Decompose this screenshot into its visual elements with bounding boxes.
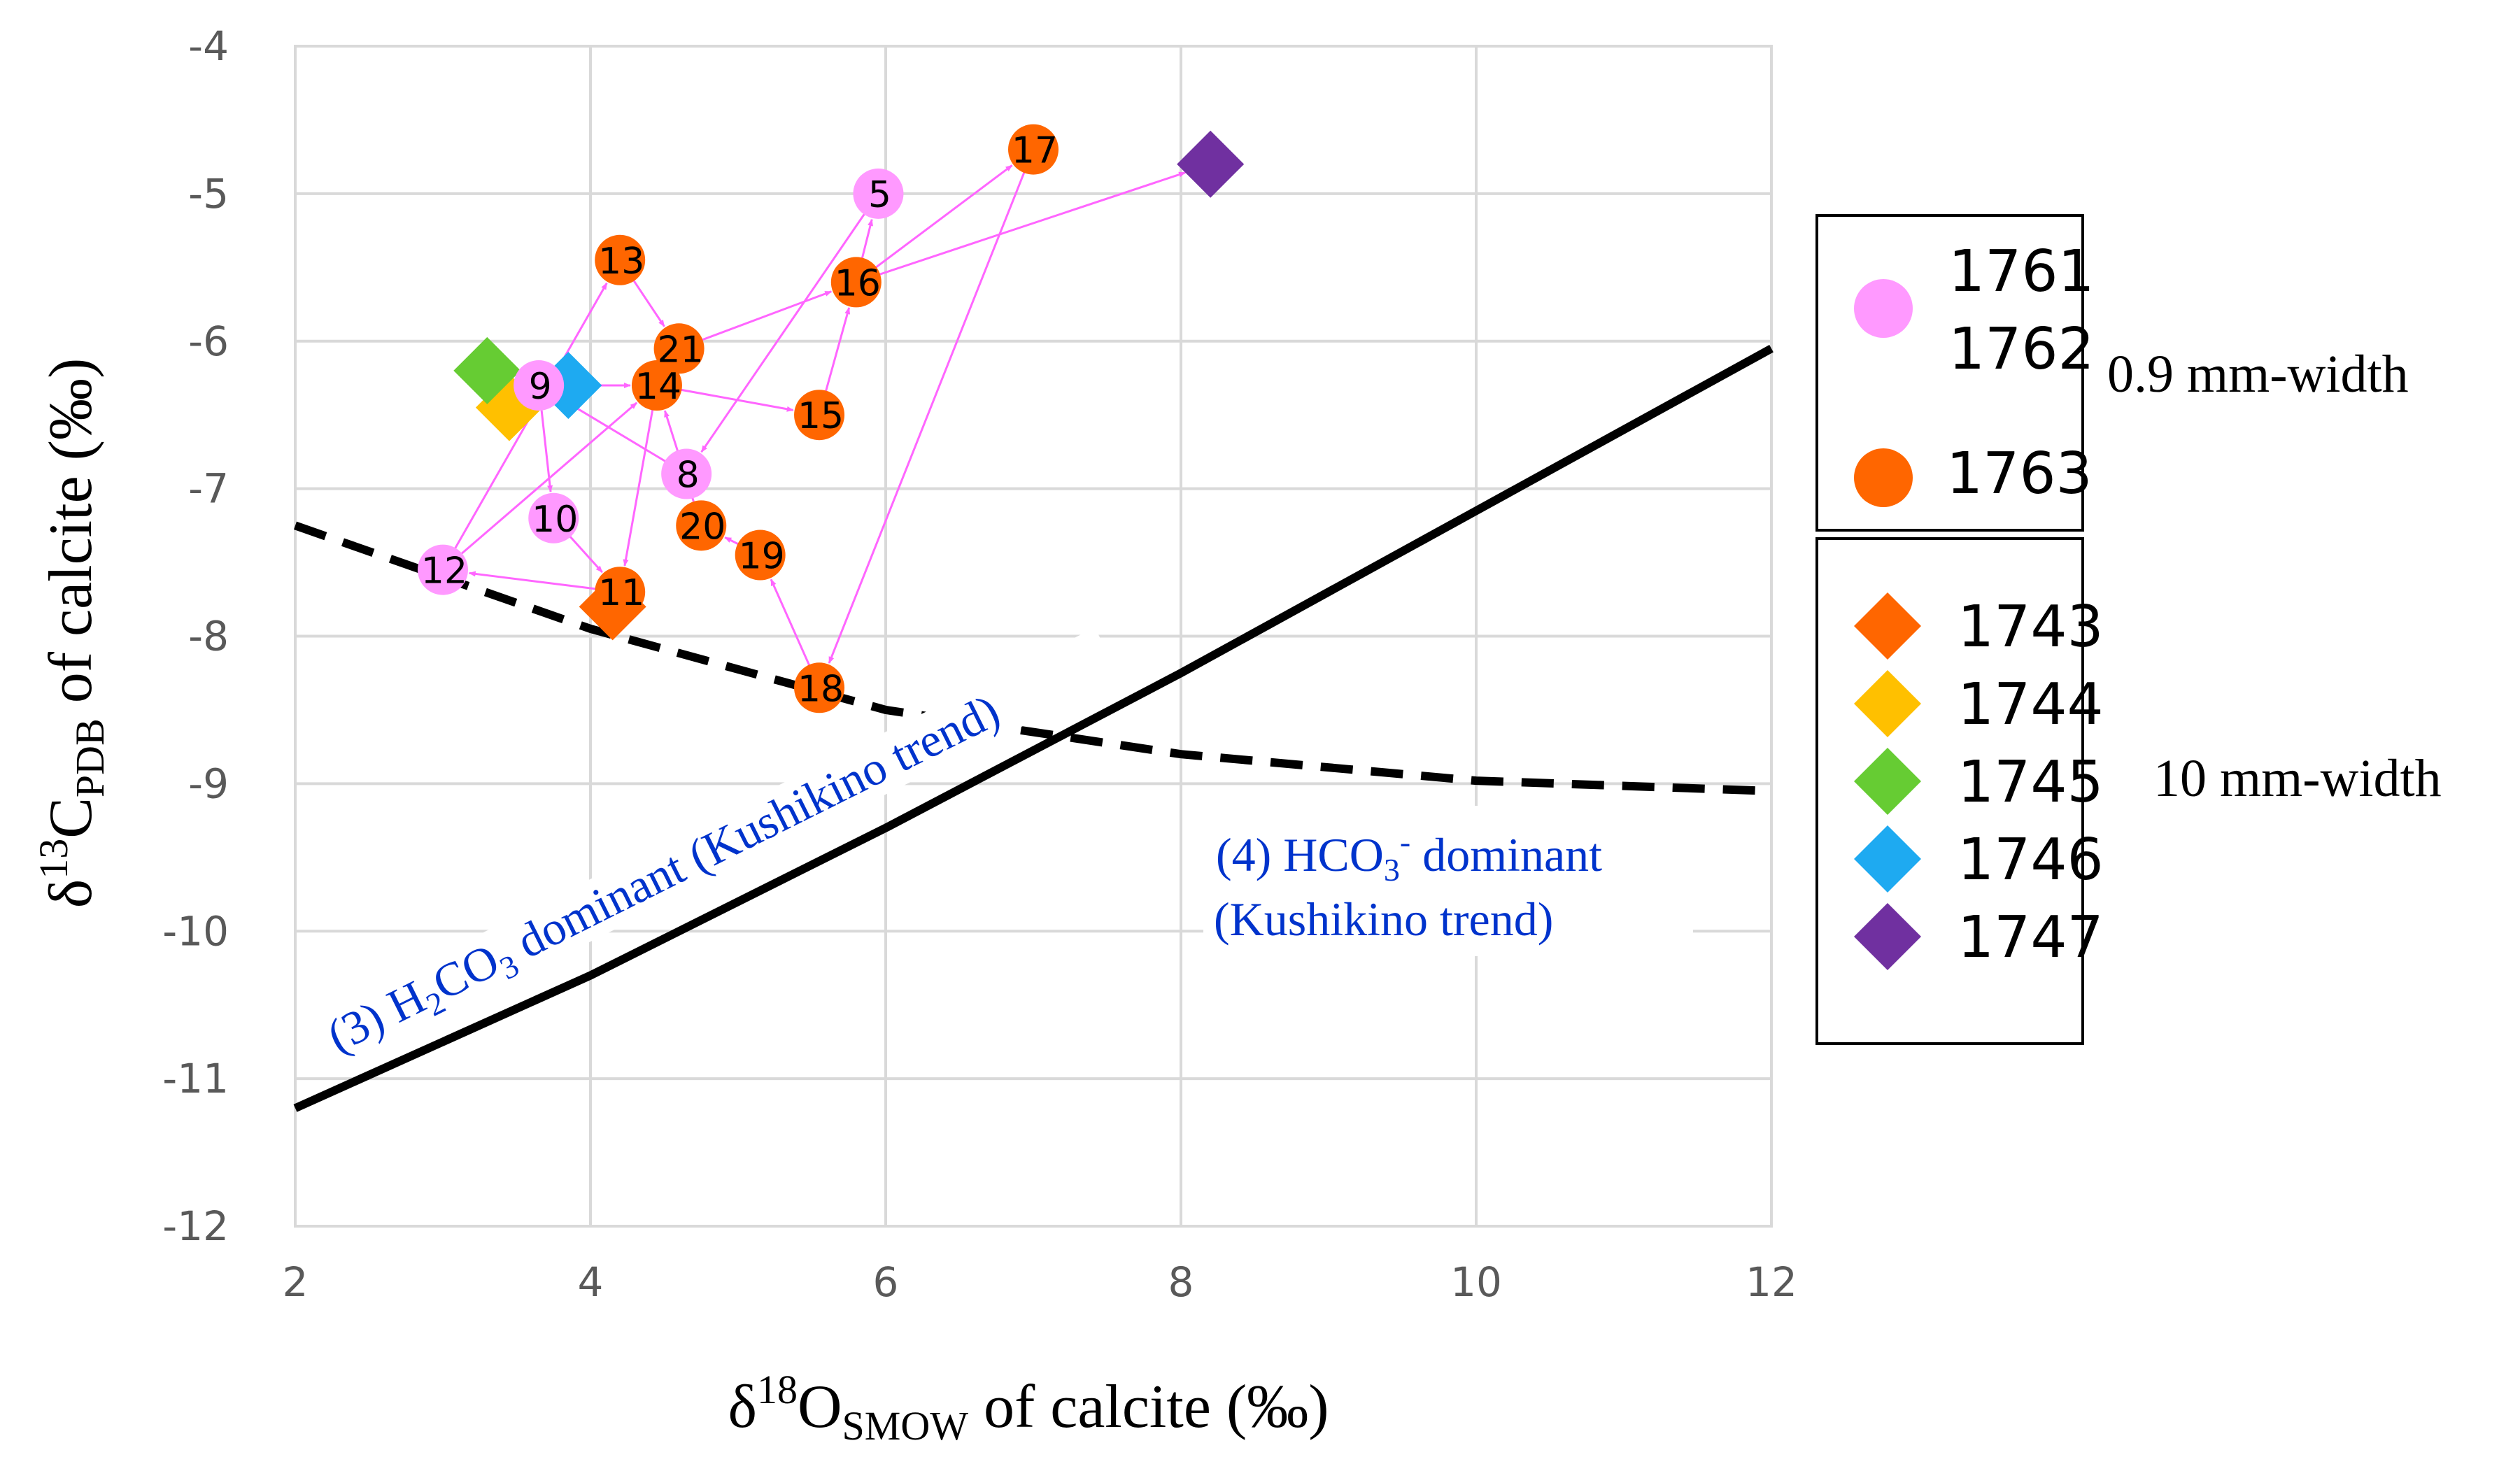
y-axis-title: δ13CPDB of calcite (‰) (31, 358, 113, 909)
point-label-19: 19 (739, 536, 785, 578)
y-tick-label--10: -10 (162, 907, 229, 955)
arrow-8-to-9 (560, 398, 670, 464)
arrow-11-to-12 (468, 571, 600, 591)
trend-line-h2co3 (293, 345, 1774, 1112)
legend-label-1763: 1763 (1946, 441, 2093, 507)
annotation-line3: (3) H2CO3 dominant (Kushikino trend) (312, 627, 1120, 1068)
point-label-18: 18 (798, 668, 844, 710)
legend-10mm: 1743 1744 1745 1746 1747 (1815, 537, 2104, 1045)
y-tick-label--8: -8 (188, 613, 229, 660)
point-label-20: 20 (679, 506, 725, 548)
point-label-12: 12 (421, 550, 467, 592)
point-9 (514, 360, 565, 411)
x-tick-label-8: 8 (1168, 1258, 1194, 1306)
point-label-11: 11 (598, 572, 644, 614)
x-tick-label-2: 2 (283, 1258, 309, 1306)
point-8 (661, 448, 712, 499)
arrow-13-to-21 (630, 276, 665, 327)
x-tick-label-12: 12 (1746, 1258, 1797, 1306)
arrow-14-to-15 (677, 388, 794, 412)
point-label-17: 17 (1012, 130, 1058, 172)
annotation-line4-b: (Kushikino trend) (1214, 893, 1553, 946)
arrow-16-to-1747 (875, 171, 1187, 277)
diamond-1747 (1177, 130, 1245, 198)
point-label-13: 13 (598, 241, 644, 283)
arrow-15-to-16 (823, 307, 851, 395)
point-10 (528, 492, 579, 543)
legend-label-1762: 1762 (1948, 316, 2095, 383)
point-5 (853, 168, 904, 219)
data-points (418, 124, 1245, 713)
point-label-21: 21 (658, 329, 704, 371)
point-16 (830, 257, 882, 308)
legend-note-0-9mm: 0.9 mm-width (2107, 345, 2409, 404)
arrow-12-to-14 (458, 401, 638, 557)
point-label-8: 8 (677, 455, 700, 497)
y-tick-label--7: -7 (188, 465, 229, 513)
y-tick-label--12: -12 (162, 1202, 229, 1250)
point-13 (595, 234, 646, 285)
x-tick-label-6: 6 (873, 1258, 899, 1306)
point-14 (631, 360, 682, 411)
legend-label-1761: 1761 (1948, 239, 2095, 305)
svg-text:(3) H2CO3 dominant (Kushikino: (3) H2CO3 dominant (Kushikino trend) (319, 683, 1010, 1068)
point-label-15: 15 (798, 395, 844, 437)
legend-note-10mm: 10 mm-width (2153, 749, 2442, 808)
point-label-10: 10 (532, 499, 578, 541)
x-axis-title: δ18OSMOW of calcite (‰) (728, 1367, 1329, 1449)
point-15 (794, 390, 845, 441)
point-11 (595, 567, 646, 618)
axis-ticks: 2 4 6 8 10 12 -12 -11 -10 -9 -8 -7 -6 -5 -4 (162, 22, 1797, 1306)
point-20 (676, 500, 727, 551)
trend-lines (293, 345, 1774, 1112)
arrows (452, 164, 1187, 669)
legend-label-1747: 1747 (1958, 904, 2104, 971)
legend-label-1743: 1743 (1958, 594, 2104, 660)
legend-label-1744: 1744 (1958, 671, 2104, 738)
point-label-14: 14 (635, 366, 681, 408)
legend-marker-1761-1762 (1854, 279, 1913, 338)
arrow-16-to-17 (872, 164, 1013, 271)
arrow-10-to-11 (567, 533, 603, 574)
legend-marker-1763 (1854, 448, 1913, 507)
x-tick-label-10: 10 (1450, 1258, 1502, 1306)
legend-label-1745: 1745 (1958, 749, 2104, 816)
annotation-line4: (4) HCO3- dominant (Kushikino trend) (1203, 806, 1693, 956)
x-tick-label-4: 4 (578, 1258, 604, 1306)
legend-marker-1745 (1854, 748, 1921, 815)
point-12 (418, 544, 468, 595)
point-17 (1008, 124, 1059, 175)
arrow-21-to-16 (698, 290, 833, 343)
point-label-16: 16 (835, 262, 881, 304)
y-tick-label--9: -9 (188, 760, 229, 807)
arrow-16-to-5 (860, 218, 873, 262)
arrow-17-to-18 (828, 168, 1027, 664)
arrow-18-to-19 (770, 578, 812, 669)
svg-text:(4) HCO3- dominant: (4) HCO3- dominant (1216, 824, 1602, 888)
point-18 (794, 662, 845, 713)
y-tick-label--6: -6 (188, 318, 229, 365)
point-19 (735, 530, 786, 581)
y-tick-label--5: -5 (188, 170, 229, 218)
plot-area-border (294, 45, 1773, 1228)
trend-line-hco3 (294, 521, 1772, 795)
point-labels: 5 8 9 10 12 11 13 14 15 16 17 18 19 20 21 (421, 130, 1058, 711)
legend-marker-1743 (1854, 592, 1921, 660)
diamond-1745 (453, 336, 521, 404)
point-21 (653, 323, 705, 374)
y-tick-label--4: -4 (188, 22, 229, 70)
point-label-5: 5 (868, 174, 891, 216)
legend-marker-1744 (1854, 670, 1921, 737)
point-label-9: 9 (529, 366, 552, 408)
legend-marker-1746 (1854, 825, 1921, 893)
legend-0-9mm: 1761 1762 1763 (1815, 214, 2095, 532)
arrow-5-to-8 (700, 210, 868, 453)
legend-marker-1747 (1854, 903, 1921, 970)
arrow-14-to-11 (623, 406, 655, 567)
y-tick-label--11: -11 (162, 1055, 229, 1102)
legend-label-1746: 1746 (1958, 827, 2104, 893)
